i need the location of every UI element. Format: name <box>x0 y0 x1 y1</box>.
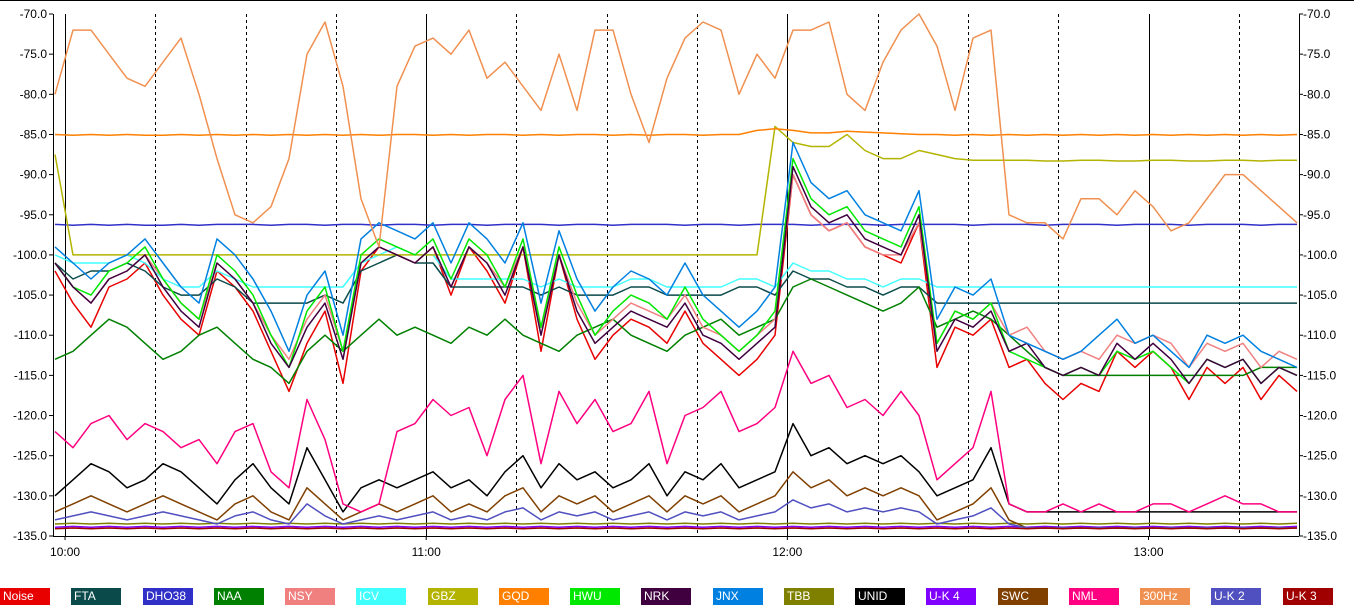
y-tick-label-right: -120.0 <box>1303 409 1337 423</box>
legend-item-icv[interactable]: ICV <box>356 588 406 605</box>
legend-item-hwu[interactable]: HWU <box>570 588 620 605</box>
legend-item-jnx[interactable]: JNX <box>713 588 763 605</box>
series-line-nrk <box>54 165 1298 385</box>
y-tick-label-left: -70.0 <box>20 7 48 21</box>
x-tick-label: 12:00 <box>772 545 802 559</box>
series-line-gbz <box>54 125 1297 256</box>
series-line-u-k-4 <box>54 525 1298 528</box>
y-tick-label-right: -70.0 <box>1303 7 1331 21</box>
y-tick-label-left: -105.0 <box>13 288 47 302</box>
series-line-naa <box>54 278 1297 385</box>
x-tick-label: 11:00 <box>412 545 441 559</box>
legend-item-nsy[interactable]: NSY <box>285 588 335 605</box>
series-lines <box>54 13 1298 530</box>
legend-item-gqd[interactable]: GQD <box>499 588 549 605</box>
series-line-swc <box>54 471 1297 529</box>
legend-item-dho38[interactable]: DHO38 <box>143 588 193 605</box>
legend-item-nrk[interactable]: NRK <box>641 588 691 605</box>
y-tick-label-left: -125.0 <box>13 449 47 463</box>
y-tick-label-right: -110.0 <box>1303 328 1336 342</box>
legend-item-u-k-4[interactable]: U-K 4 <box>926 588 976 605</box>
y-tick-label-left: -100.0 <box>13 248 47 262</box>
y-tick-label-left: -115.0 <box>14 368 47 382</box>
series-line-unid <box>54 422 1297 513</box>
x-tick-label: 13:00 <box>1134 545 1164 559</box>
y-tick-label-left: -85.0 <box>20 127 48 141</box>
legend-item-noise[interactable]: Noise <box>0 588 50 605</box>
series-line-noise <box>54 173 1298 401</box>
axes: -70.0 -70.0 -75.0 -75.0 -80.0 -80.0 -85.0 -85.0… <box>0 0 1354 559</box>
y-tick-label-left: -80.0 <box>20 87 48 101</box>
series-line-nsy <box>54 173 1298 369</box>
y-tick-label-left: -90.0 <box>20 168 48 182</box>
series-line-nml <box>54 350 1297 513</box>
y-tick-label-right: -135.0 <box>1303 529 1337 543</box>
legend-item-300hz[interactable]: 300Hz <box>1140 588 1190 605</box>
series-line-dho38 <box>54 223 1297 226</box>
y-tick-label-right: -75.0 <box>1303 47 1331 61</box>
legend-item-unid[interactable]: UNID <box>855 588 905 605</box>
y-tick-label-right: -125.0 <box>1303 449 1337 463</box>
grid-lines <box>65 14 1240 536</box>
y-tick-label-left: -75.0 <box>20 47 48 61</box>
legend-item-tbb[interactable]: TBB <box>784 588 834 605</box>
y-tick-label-right: -130.0 <box>1303 489 1337 503</box>
y-tick-label-left: -120.0 <box>13 409 47 423</box>
y-tick-label-right: -100.0 <box>1303 248 1337 262</box>
legend-item-gbz[interactable]: GBZ <box>428 588 478 605</box>
y-tick-label-right: -85.0 <box>1303 127 1331 141</box>
legend-item-fta[interactable]: FTA <box>71 588 121 605</box>
x-tick-label: 10:00 <box>50 545 80 559</box>
legend-item-naa[interactable]: NAA <box>214 588 264 605</box>
legend-item-nml[interactable]: NML <box>1069 588 1119 605</box>
series-line-tbb <box>54 522 1298 525</box>
y-tick-label-left: -110.0 <box>14 328 47 342</box>
signal-strength-chart: -70.0 -70.0 -75.0 -75.0 -80.0 -80.0 -85.0 -85.0… <box>0 0 1354 559</box>
legend-item-u-k-3[interactable]: U-K 3 <box>1283 588 1333 605</box>
series-line-300hz <box>54 13 1298 248</box>
series-line-jnx <box>54 141 1298 369</box>
y-tick-label-right: -80.0 <box>1303 87 1331 101</box>
series-line-u-k-3 <box>54 527 1298 530</box>
legend: Noise FTA DHO38 NAA NSY ICV GBZ GQD HWU NRK JNX TBB… <box>0 586 1354 605</box>
y-tick-label-right: -95.0 <box>1303 208 1331 222</box>
series-line-icv <box>54 246 1297 288</box>
y-tick-label-left: -135.0 <box>13 529 47 543</box>
y-tick-label-right: -90.0 <box>1303 168 1331 182</box>
series-line-fta <box>54 254 1297 304</box>
series-line-gqd <box>54 128 1298 137</box>
y-tick-label-right: -105.0 <box>1303 288 1337 302</box>
legend-item-u-k-2[interactable]: U-K 2 <box>1211 588 1261 605</box>
y-tick-label-right: -115.0 <box>1303 368 1336 382</box>
legend-item-swc[interactable]: SWC <box>998 588 1048 605</box>
y-tick-label-left: -130.0 <box>13 489 47 503</box>
y-tick-label-left: -95.0 <box>20 208 48 222</box>
